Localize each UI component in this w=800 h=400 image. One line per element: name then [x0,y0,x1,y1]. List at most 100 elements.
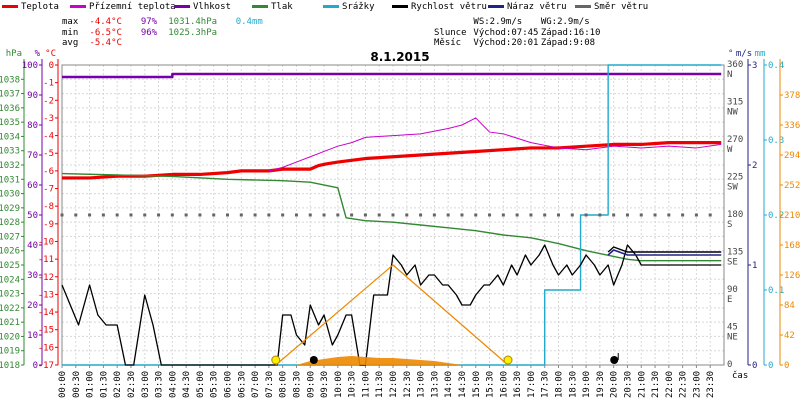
x-tick-label: 05:00 [196,371,206,398]
direction-point [667,213,671,217]
x-tick-label: 14:00 [444,371,454,398]
axis-degC-tick-label: -14 [38,308,54,318]
stats-block: max -4.4°C 97% 1031.4hPa 0.4mm min -6.5°… [62,17,263,49]
direction-point [129,213,133,217]
axis-degC-tick-label: -10 [38,237,54,247]
legend-label: Vlhkost [193,2,231,12]
axis-direction-label: ° [728,49,733,59]
direction-point [322,213,326,217]
x-tick-label: 03:30 [155,371,165,398]
direction-point [74,213,78,217]
axis-pct-tick-label: 30 [27,271,38,281]
axis-pct-tick-label: 70 [27,151,38,161]
axis-hPa-tick-label: 1035 [0,118,20,128]
stats-min-row: min -6.5°C 96% 1025.3hPa [62,28,263,39]
axis-pct-tick-label: 50 [27,211,38,221]
axis-degC-tick-label: -12 [38,273,54,283]
legend-item: Náraz větru [488,1,567,13]
axes: hPa1018101910201021102210231024102510261… [0,49,800,398]
axis-degC-tick-label: -4 [43,132,54,142]
series-ground_temp-line [268,117,722,172]
x-tick-label: 01:00 [86,371,96,398]
x-tick-label: 18:30 [568,371,578,398]
axis-hPa-tick-label: 1028 [0,218,20,228]
axis-hPa-tick-label: 1027 [0,232,20,242]
info-moon-row: Měsíc Východ:20:01 Západ:9:08 [434,38,600,49]
info-sun-label: Slunce [434,27,467,38]
x-tick-label: 21:30 [651,371,661,398]
axis-degC-tick-label: -15 [38,326,54,336]
legend-item: Tlak [252,1,293,13]
direction-point [419,213,423,217]
axis-mm-label: mm [755,49,766,59]
info-moonrise: Východ:20:01 [473,38,539,48]
x-tick-label: 20:30 [623,371,633,398]
legend-label: Tlak [271,2,293,12]
axis-hPa-tick-label: 1034 [0,132,20,142]
axis-direction-tick-label: 225 [727,173,743,183]
x-tick-label: 18:00 [555,371,565,398]
stats-max-rain: 0.4mm [235,17,263,27]
axis-orange-tick-label: 84 [784,301,795,311]
axis-pct-tick-label: 80 [27,121,38,131]
axis-orange-tick-label: 126 [784,271,800,281]
x-tick-label: 00:00 [58,371,68,398]
direction-point [101,213,105,217]
legend-swatch [252,5,268,8]
axis-direction-tick-label: 90 [727,285,738,295]
axis-direction-tick-label: 135 [727,248,743,258]
axis-orange-tick-label: 378 [784,91,800,101]
direction-point [294,213,298,217]
legend-swatch [2,5,18,8]
direction-point [681,213,685,217]
legend-swatch [323,5,339,8]
axis-hPa-tick-label: 1026 [0,247,20,257]
x-tick-label: 09:30 [320,371,330,398]
direction-point [143,213,147,217]
sunset-marker [503,355,513,365]
axis-hPa-tick-label: 1031 [0,175,20,185]
x-tick-label: 22:30 [679,371,689,398]
direction-point [557,213,560,217]
axis-hPa-tick-label: 1038 [0,75,20,85]
axis-ms-tick-label: 2 [752,161,757,171]
direction-point [612,213,616,217]
series-gust-line [607,249,722,256]
direction-point [639,213,643,217]
axis-degC-tick-label: -9 [43,220,54,230]
x-tick-label: 06:00 [224,371,234,398]
axis-degC-tick-label: -13 [38,290,54,300]
x-tick-label: 02:00 [113,371,123,398]
direction-point [391,213,395,217]
x-tick-label: 01:30 [99,371,109,398]
legend-label: Srážky [342,2,375,12]
stats-avg-temp: -5.4°C [89,38,122,48]
axis-orange-tick-label: 210 [784,211,800,221]
axis-degC-tick-label: -16 [38,343,54,353]
direction-point [584,213,588,217]
moonset-marker [309,356,318,364]
direction-point [529,213,533,217]
axis-direction-compass-label: E [727,295,732,305]
axis-degC-tick-label: -2 [43,96,54,106]
x-tick-label: 19:00 [582,371,592,398]
legend-label: Přízemní teplota [89,2,176,12]
x-tick-label: 11:30 [375,371,385,398]
x-tick-label: 10:30 [348,371,358,398]
legend: Teplota Přízemní teplota Vlhkost Tlak Srážky… [0,1,800,15]
axis-hPa-tick-label: 1022 [0,304,20,314]
legend-label: Teplota [21,2,59,12]
axis-direction-compass-label: S [727,220,732,230]
series-pressure-line [61,172,722,262]
series-gust-line-upper [607,246,722,253]
x-tick-label: 09:00 [306,371,316,398]
legend-swatch [70,5,86,8]
direction-point [184,213,188,217]
axis-direction-compass-label: SW [727,183,738,193]
direction-point [488,213,492,217]
axis-degC-tick-label: 0 [49,61,54,71]
axis-degC-tick-label: -11 [38,255,54,265]
x-axis-label: čas [732,370,748,381]
direction-point [350,213,354,217]
